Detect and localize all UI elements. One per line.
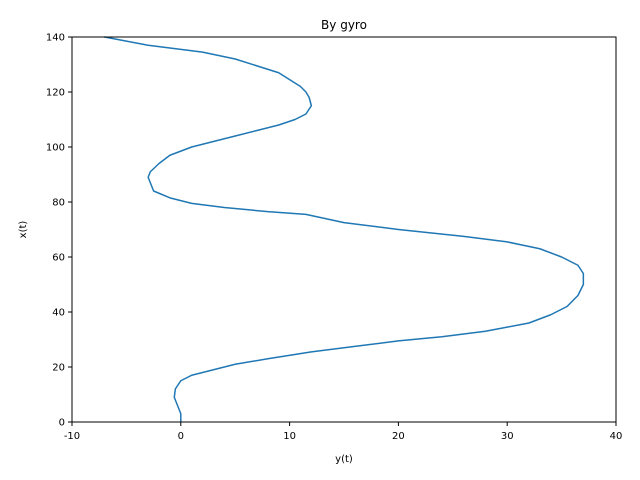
data-layer xyxy=(103,36,585,423)
plot-frame xyxy=(71,36,617,423)
x-tick-label: 30 xyxy=(501,431,514,442)
y-tick-label: 0 xyxy=(59,418,65,429)
plot-area xyxy=(72,37,616,422)
y-tick-label: 60 xyxy=(52,253,65,264)
x-tick-label: 40 xyxy=(610,431,623,442)
x-tick-label: -10 xyxy=(64,431,80,442)
chart-title: By gyro xyxy=(321,18,367,32)
y-axis-ticks: 0 20 40 60 80 100 120 140 xyxy=(46,33,72,429)
x-tick-label: 20 xyxy=(392,431,405,442)
y-tick-label: 120 xyxy=(46,88,65,99)
y-tick-label: 20 xyxy=(52,363,65,374)
y-tick-label: 40 xyxy=(52,308,65,319)
y-tick-label: 80 xyxy=(52,198,65,209)
x-tick-label: 10 xyxy=(283,431,296,442)
x-axis-label: y(t) xyxy=(335,454,353,465)
x-axis-ticks: -10 0 10 20 30 40 xyxy=(64,422,623,442)
y-tick-label: 100 xyxy=(46,143,65,154)
y-tick-label: 140 xyxy=(46,33,65,44)
x-tick-label: 0 xyxy=(178,431,184,442)
series-line-0 xyxy=(103,36,585,423)
y-axis-label: x(t) xyxy=(18,221,29,239)
